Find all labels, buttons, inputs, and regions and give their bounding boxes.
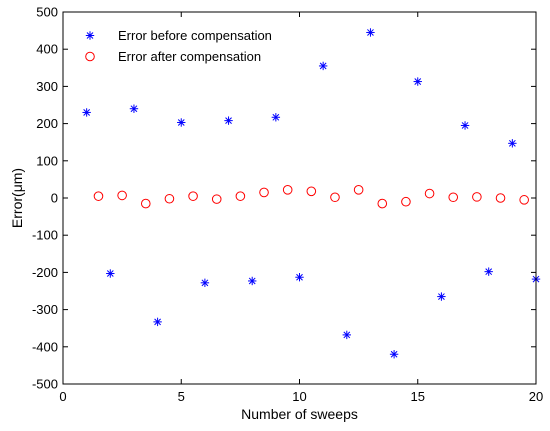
legend-entry-after: Error after compensation — [118, 49, 261, 64]
point-after-0 — [93, 191, 104, 201]
point-before-15 — [437, 292, 446, 301]
y-tick-label-10: 500 — [36, 5, 58, 20]
point-after-6 — [235, 191, 246, 201]
legend-asterisk-icon — [85, 31, 95, 40]
point-before-17 — [484, 267, 493, 276]
y-axis-title: Error(μm) — [9, 168, 25, 228]
y-tick-label-4: -100 — [32, 228, 58, 243]
legend-box — [72, 20, 294, 68]
y-tick-label-0: -500 — [32, 377, 58, 392]
point-after-15 — [448, 192, 459, 203]
point-after-17 — [495, 193, 506, 203]
point-before-2 — [129, 104, 139, 113]
point-before-0 — [82, 108, 91, 117]
point-before-5 — [200, 278, 210, 288]
point-after-9 — [306, 186, 317, 197]
point-after-10 — [330, 192, 340, 203]
plot-frame — [62, 11, 537, 385]
y-tick-label-9: 400 — [36, 42, 58, 57]
y-tick-label-2: -300 — [32, 302, 58, 317]
point-before-4 — [177, 118, 186, 127]
point-before-11 — [342, 330, 351, 340]
x-tick-label-2: 10 — [292, 389, 306, 404]
point-after-11 — [353, 185, 364, 195]
point-before-1 — [106, 269, 115, 278]
point-before-10 — [318, 61, 328, 71]
point-after-14 — [424, 188, 435, 199]
y-tick-label-7: 200 — [36, 116, 58, 131]
point-after-2 — [140, 198, 151, 209]
point-after-13 — [401, 196, 411, 207]
x-tick-label-4: 20 — [529, 389, 543, 404]
x-axis-title: Number of sweeps — [241, 406, 358, 422]
y-tick-label-8: 300 — [36, 79, 58, 94]
point-after-18 — [519, 195, 529, 205]
point-after-8 — [282, 185, 293, 195]
tick-labels: 0 5 10 15 20 -500 -400 -300 -200 -100 0 100 200 300 40… — [32, 5, 543, 405]
x-tick-label-1: 5 — [178, 389, 185, 404]
y-tick-label-6: 100 — [36, 153, 58, 168]
point-before-8 — [271, 113, 281, 122]
point-after-1 — [117, 190, 127, 201]
point-after-16 — [472, 192, 482, 202]
legend-circle-icon — [85, 51, 95, 62]
point-after-12 — [377, 198, 388, 209]
point-before-12 — [366, 28, 375, 37]
point-before-14 — [413, 77, 422, 86]
legend: Error before compensation Error after co… — [72, 20, 294, 68]
point-before-16 — [460, 121, 470, 130]
point-after-5 — [211, 194, 222, 204]
point-before-18 — [508, 139, 517, 148]
y-tick-label-3: -200 — [32, 265, 58, 280]
point-before-6 — [224, 116, 233, 125]
legend-marker-after — [85, 51, 95, 62]
x-tick-label-0: 0 — [59, 389, 66, 404]
point-before-9 — [295, 273, 304, 282]
y-tick-label-1: -400 — [32, 339, 58, 354]
legend-marker-before — [85, 31, 95, 40]
point-after-7 — [259, 187, 269, 198]
x-tick-label-3: 15 — [411, 389, 425, 404]
point-before-13 — [389, 350, 399, 359]
legend-entry-before: Error before compensation — [118, 28, 272, 43]
point-before-7 — [248, 276, 257, 286]
data-marks — [82, 28, 541, 359]
point-after-3 — [164, 193, 175, 204]
point-after-4 — [188, 191, 198, 201]
point-before-3 — [153, 317, 162, 327]
y-tick-label-5: 0 — [51, 191, 58, 206]
